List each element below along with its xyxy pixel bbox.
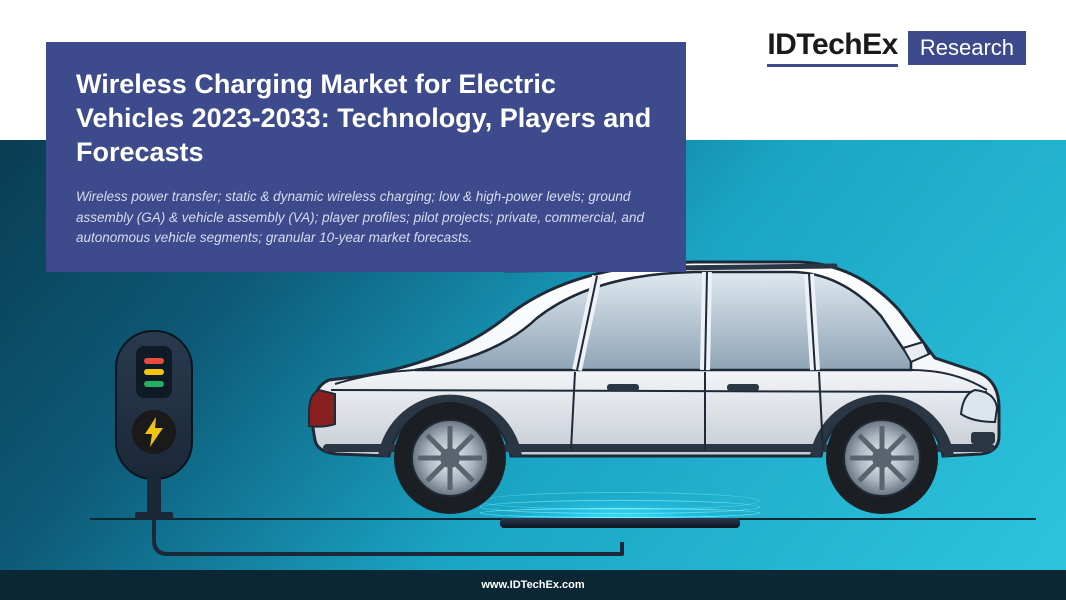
rear-wheel bbox=[394, 402, 506, 514]
report-cover-slide: IDTechEx Research Wireless Charging Mark… bbox=[0, 0, 1066, 600]
charger-status-leds bbox=[136, 346, 172, 398]
report-title: Wireless Charging Market for Electric Ve… bbox=[76, 68, 656, 169]
charger-body bbox=[115, 330, 193, 480]
footer-url: www.IDTechEx.com bbox=[481, 579, 584, 591]
charging-station bbox=[115, 325, 193, 520]
brand-name: IDTechEx bbox=[767, 28, 898, 67]
brand-logo: IDTechEx Research bbox=[767, 28, 1026, 67]
led-green bbox=[144, 381, 164, 387]
brand-badge: Research bbox=[908, 31, 1026, 65]
front-wheel bbox=[826, 402, 938, 514]
electric-vehicle-suv bbox=[275, 240, 1015, 520]
title-panel: Wireless Charging Market for Electric Ve… bbox=[46, 42, 686, 272]
led-red bbox=[144, 358, 164, 364]
lightning-bolt-icon bbox=[132, 410, 176, 454]
charger-base bbox=[135, 512, 173, 520]
report-subtitle: Wireless power transfer; static & dynami… bbox=[76, 187, 656, 248]
footer-bar: www.IDTechEx.com bbox=[0, 570, 1066, 600]
led-yellow bbox=[144, 369, 164, 375]
